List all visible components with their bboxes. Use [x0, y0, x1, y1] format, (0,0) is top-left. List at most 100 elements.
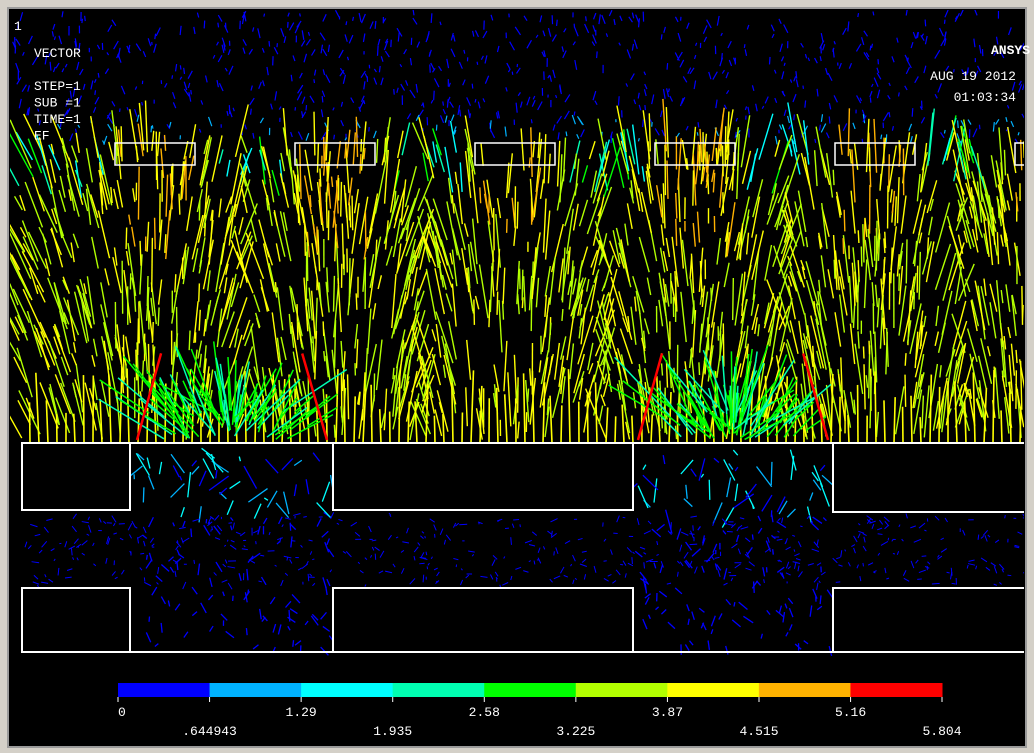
field-arrow: [945, 131, 955, 161]
field-arrow: [470, 297, 475, 314]
field-arrow: [504, 126, 507, 137]
field-arrow: [731, 277, 735, 321]
field-arrow: [629, 187, 635, 204]
field-arrow: [863, 364, 866, 410]
field-arrow: [322, 388, 327, 423]
field-arrow: [360, 13, 366, 24]
field-arrow: [643, 89, 647, 97]
field-arrow: [422, 353, 436, 400]
field-arrow: [792, 93, 797, 103]
field-arrow: [910, 525, 916, 529]
field-arrow: [870, 43, 874, 49]
field-arrow: [581, 165, 589, 183]
field-arrow: [785, 546, 791, 551]
field-arrow: [724, 221, 730, 242]
field-arrow: [433, 415, 436, 444]
field-arrow: [659, 564, 664, 574]
field-arrow: [676, 571, 679, 577]
field-arrow: [147, 475, 155, 490]
field-arrow: [289, 559, 293, 564]
field-arrow: [990, 155, 998, 188]
field-arrow: [338, 49, 344, 59]
field-arrow: [81, 552, 86, 556]
field-arrow: [316, 502, 331, 518]
field-arrow: [117, 53, 122, 63]
field-arrow: [659, 380, 664, 429]
field-arrow: [564, 540, 571, 544]
field-arrow: [567, 369, 571, 444]
field-arrow: [439, 115, 445, 124]
field-arrow: [861, 109, 866, 117]
field-arrow: [977, 387, 989, 418]
field-arrow: [869, 330, 875, 376]
field-arrow: [68, 545, 76, 550]
field-arrow: [229, 480, 241, 490]
field-arrow: [322, 48, 328, 57]
field-arrow: [36, 284, 46, 303]
field-arrow: [983, 219, 990, 258]
field-arrow: [905, 10, 908, 16]
field-arrow: [682, 76, 688, 83]
field-arrow: [819, 404, 823, 444]
field-arrow: [722, 530, 727, 535]
field-arrow: [884, 525, 889, 530]
tick-label: 1.29: [286, 705, 317, 720]
field-arrow: [871, 83, 874, 88]
field-arrow: [880, 273, 886, 310]
field-arrow: [157, 307, 160, 326]
field-arrow: [293, 513, 301, 516]
field-arrow: [216, 79, 219, 88]
field-arrow: [888, 82, 891, 87]
field-arrow: [99, 399, 103, 444]
field-arrow: [137, 534, 144, 539]
field-arrow: [345, 551, 352, 558]
field-arrow: [400, 249, 416, 299]
field-arrow: [777, 175, 790, 204]
field-arrow: [812, 588, 818, 599]
field-arrow: [405, 80, 409, 86]
field-arrow: [887, 94, 891, 100]
field-arrow: [326, 267, 329, 293]
field-arrow: [489, 574, 494, 580]
field-arrow: [475, 408, 483, 440]
field-arrow: [293, 484, 298, 497]
field-arrow: [84, 15, 86, 22]
field-arrow: [351, 195, 354, 231]
field-arrow: [910, 135, 913, 143]
field-arrow: [888, 111, 891, 118]
field-arrow: [561, 376, 566, 404]
field-arrow: [408, 254, 417, 280]
field-arrow: [182, 246, 190, 285]
field-arrow: [293, 459, 303, 467]
field-arrow: [977, 355, 987, 390]
field-arrow: [555, 94, 558, 99]
field-arrow: [344, 34, 348, 42]
field-arrow: [572, 380, 581, 403]
field-arrow: [781, 517, 784, 524]
field-arrow: [228, 65, 234, 75]
field-arrow: [711, 169, 715, 183]
field-arrow: [631, 124, 640, 175]
field-arrow: [663, 297, 671, 350]
field-arrow: [240, 346, 254, 382]
field-arrow: [233, 389, 264, 437]
field-arrow: [348, 34, 354, 44]
field-arrow: [208, 369, 214, 395]
field-arrow: [10, 291, 27, 334]
field-arrow: [340, 120, 345, 127]
field-arrow: [762, 567, 766, 577]
field-arrow: [157, 567, 160, 574]
color-band: [301, 683, 394, 697]
field-arrow: [783, 62, 786, 66]
field-arrow: [1001, 568, 1005, 573]
field-arrow: [771, 549, 774, 555]
field-arrow: [438, 65, 443, 72]
field-arrow: [862, 562, 864, 567]
field-arrow: [439, 528, 444, 535]
field-arrow: [926, 180, 938, 214]
field-arrow: [433, 90, 435, 101]
field-arrow: [577, 315, 594, 365]
field-arrow: [741, 150, 752, 184]
field-arrow: [420, 552, 425, 559]
field-arrow: [710, 629, 714, 635]
